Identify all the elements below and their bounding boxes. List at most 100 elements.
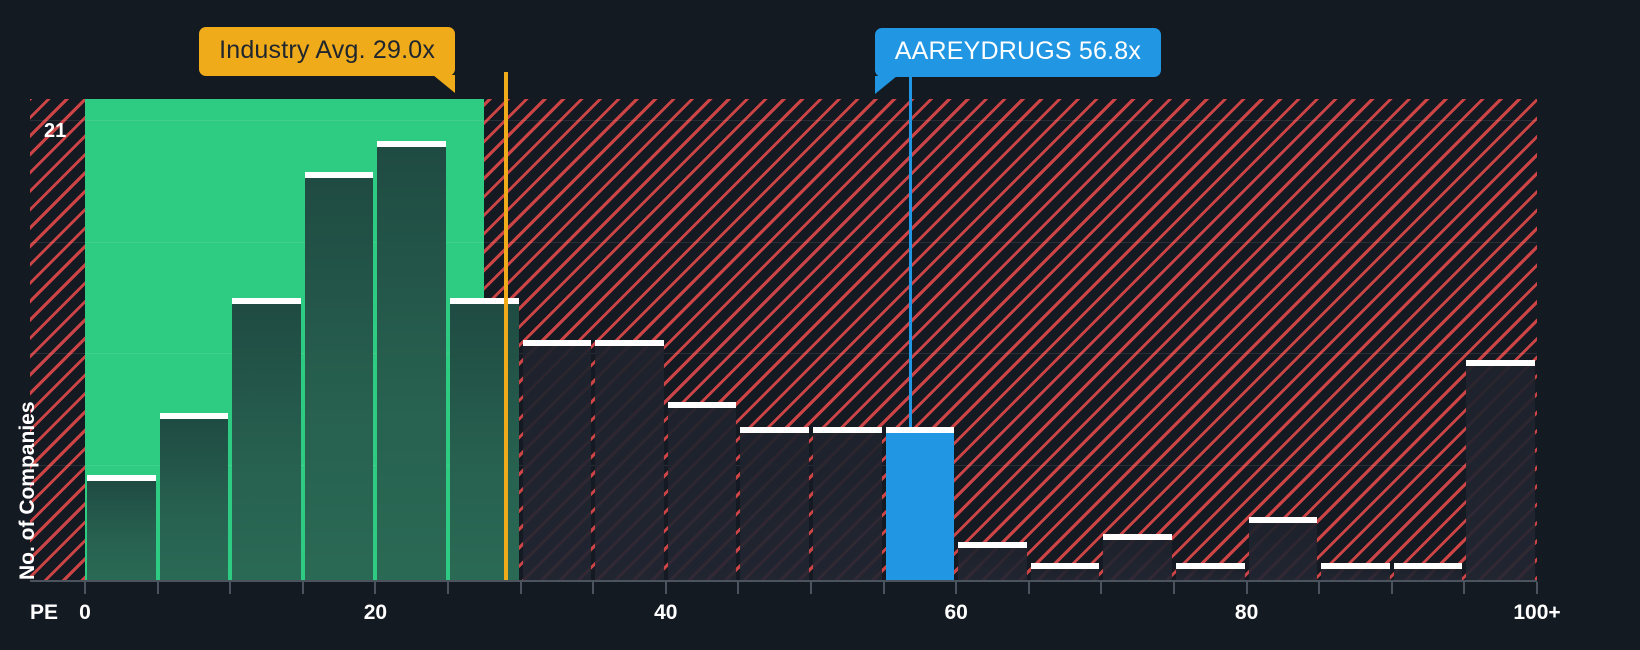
x-axis-tick xyxy=(301,582,304,594)
bar[interactable] xyxy=(740,427,809,580)
bar[interactable] xyxy=(232,297,301,580)
bar-cap xyxy=(522,339,592,346)
bar-body xyxy=(740,433,809,580)
callout-tail-icon xyxy=(874,76,897,94)
bar-body xyxy=(377,146,446,580)
bar[interactable] xyxy=(958,542,1027,580)
x-axis-tick-label: 100+ xyxy=(1513,601,1561,624)
bar[interactable] xyxy=(377,140,446,580)
x-axis-tick xyxy=(955,582,958,594)
bar-cap xyxy=(232,297,301,304)
x-axis-tick xyxy=(664,582,667,594)
company-callout[interactable]: AAREYDRUGS 56.8x xyxy=(874,28,1162,94)
x-axis-tick xyxy=(1536,582,1538,594)
x-axis-tick xyxy=(1318,582,1321,594)
bar-cap xyxy=(450,297,519,304)
callout-tail-icon xyxy=(433,75,456,93)
x-axis-tick-label: 80 xyxy=(1234,601,1259,624)
bar-body xyxy=(885,433,955,580)
bar-body xyxy=(813,433,882,580)
bar[interactable] xyxy=(813,427,882,580)
y-max-value-label: 21 xyxy=(44,120,67,142)
bar-body xyxy=(522,345,592,580)
bar-cap xyxy=(740,427,809,434)
bar-cap xyxy=(667,402,737,409)
bar-highlighted[interactable] xyxy=(885,427,955,580)
bar[interactable] xyxy=(522,339,592,580)
company-marker-line xyxy=(908,72,912,428)
plot-area xyxy=(30,99,1537,580)
x-axis-tick xyxy=(1245,582,1248,594)
bar-body xyxy=(1103,540,1172,580)
x-axis-tick xyxy=(156,582,159,594)
bar-cap xyxy=(159,412,229,419)
bar-cap xyxy=(1030,563,1100,570)
bar-body xyxy=(1321,569,1390,580)
x-axis-tick xyxy=(374,582,377,594)
x-axis-tick xyxy=(737,582,740,594)
bar[interactable] xyxy=(304,172,374,580)
x-axis-tick xyxy=(1463,582,1466,594)
x-axis-tick xyxy=(84,582,86,594)
bar-body xyxy=(159,418,229,580)
bar-body xyxy=(87,481,156,580)
bar[interactable] xyxy=(1103,534,1172,580)
bar-body xyxy=(595,345,664,580)
bar[interactable] xyxy=(450,297,519,580)
bar-body xyxy=(667,408,737,580)
bar[interactable] xyxy=(1176,563,1245,580)
bar[interactable] xyxy=(159,412,229,580)
bar-cap xyxy=(1321,563,1390,570)
x-axis-tick xyxy=(447,582,449,594)
x-axis-tick xyxy=(810,582,812,594)
x-axis-tick xyxy=(519,582,522,594)
bar[interactable] xyxy=(595,339,664,580)
bar-body xyxy=(958,548,1027,580)
gridline-0 xyxy=(30,120,1537,121)
x-axis-tick xyxy=(592,582,595,594)
bar-body xyxy=(304,178,374,580)
x-axis-tick-label: 20 xyxy=(363,601,388,624)
x-axis-tick-label: 60 xyxy=(944,601,968,624)
bar-cap xyxy=(304,172,374,179)
x-axis-tick-label: 40 xyxy=(654,601,678,624)
bar-cap xyxy=(595,339,664,346)
bar-body xyxy=(1393,569,1463,580)
x-axis-tick xyxy=(882,582,885,594)
bar-cap xyxy=(377,140,446,147)
bar[interactable] xyxy=(1393,563,1463,580)
industry-average-callout[interactable]: Industry Avg. 29.0x xyxy=(199,27,456,93)
y-axis-title: No. of Companies xyxy=(16,401,39,580)
x-axis-tick xyxy=(1027,582,1030,594)
bar-body xyxy=(1466,366,1535,580)
x-axis-tick xyxy=(1100,582,1103,594)
gridline-1 xyxy=(30,242,1537,243)
bar-body xyxy=(1248,523,1318,580)
bar-cap xyxy=(87,475,156,482)
bar[interactable] xyxy=(1030,563,1100,580)
x-axis-tick xyxy=(1173,582,1175,594)
bar-cap xyxy=(1466,360,1535,367)
bar-body xyxy=(1030,569,1100,580)
bar-cap xyxy=(1393,563,1463,570)
bar[interactable] xyxy=(667,402,737,580)
bar[interactable] xyxy=(1466,360,1535,580)
bar[interactable] xyxy=(1248,517,1318,580)
bar-cap xyxy=(885,427,955,434)
x-axis-line xyxy=(30,580,1537,582)
bar[interactable] xyxy=(87,475,156,580)
bar-cap xyxy=(958,542,1027,549)
company-label: AAREYDRUGS 56.8x xyxy=(894,37,1142,65)
bar-cap xyxy=(813,427,882,434)
bar-cap xyxy=(1176,563,1245,570)
x-axis-tick xyxy=(1390,582,1393,594)
gridline-2 xyxy=(30,353,1537,354)
x-axis-tick xyxy=(229,582,232,594)
x-axis-title: PE xyxy=(30,601,59,624)
bar[interactable] xyxy=(1321,563,1390,580)
bar-cap xyxy=(1248,517,1318,524)
bar-body xyxy=(1176,569,1245,580)
bar-cap xyxy=(1103,534,1172,540)
bar-body xyxy=(450,303,519,580)
